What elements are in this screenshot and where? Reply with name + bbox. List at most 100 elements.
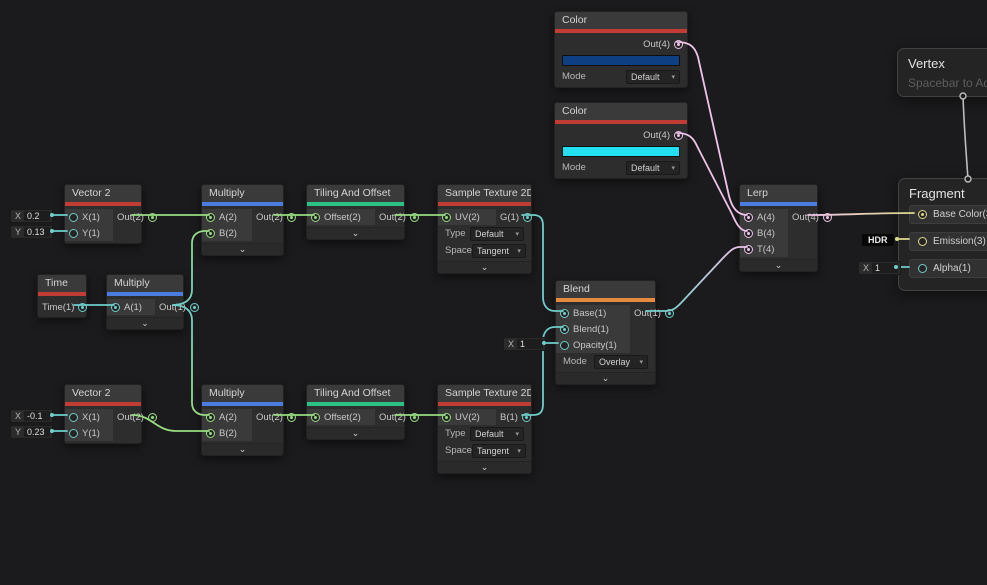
- preview-collapse-chevron[interactable]: ⌄: [740, 259, 817, 271]
- port-row: A(4) Out(4): [740, 209, 832, 225]
- input-port-emission-3[interactable]: [918, 237, 927, 246]
- dropdown-space[interactable]: Tangent ▾: [471, 443, 526, 458]
- preview-collapse-chevron[interactable]: ⌄: [438, 261, 531, 273]
- block-vertex[interactable]: Vertex Spacebar to Add: [897, 48, 987, 97]
- control-row: Mode Default ▾: [555, 159, 687, 176]
- port-connection-dot: [289, 215, 293, 219]
- block-port-base-color-3[interactable]: Base Color(3): [909, 205, 987, 224]
- output-port-out-2[interactable]: [147, 212, 157, 222]
- block-port-emission-3[interactable]: Emission(3): [909, 232, 987, 251]
- y-input-vector2-bottom[interactable]: Y 0.23: [10, 425, 54, 439]
- input-port-offset-2[interactable]: [311, 212, 320, 222]
- node-lerp[interactable]: Lerp A(4) Out(4) B(4) T(4) ⌄: [739, 184, 832, 272]
- preview-collapse-chevron[interactable]: ⌄: [202, 443, 283, 455]
- input-cell: Offset(2): [307, 409, 375, 425]
- control-label: Mode: [563, 356, 587, 367]
- port-label: Time(1): [42, 301, 75, 313]
- node-multiply-top[interactable]: Multiply A(2) Out(2) B(2) ⌄: [201, 184, 296, 256]
- port-row: B(2): [202, 225, 283, 241]
- port-label: X(1): [82, 211, 100, 223]
- input-cell: T(4): [740, 241, 788, 257]
- port-row: Offset(2) Out(2): [307, 409, 419, 425]
- node-vector2-bottom[interactable]: Vector 2 X(1) Out(2) Y(1): [64, 384, 157, 444]
- input-port-uv-2[interactable]: [442, 412, 451, 422]
- connector-dot: [50, 229, 54, 233]
- port-label: Y(1): [82, 227, 100, 239]
- node-tiling-and-offset-bottom[interactable]: Tiling And Offset Offset(2) Out(2) ⌄: [306, 384, 419, 440]
- output-port-out-2[interactable]: [409, 412, 419, 422]
- input-port-b-2[interactable]: [206, 428, 215, 438]
- x-input-vector2-top[interactable]: X 0.2: [10, 209, 54, 223]
- port-row: X(1) Out(2): [65, 209, 157, 225]
- port-connection-dot: [747, 247, 750, 251]
- preview-collapse-chevron[interactable]: ⌄: [438, 461, 531, 473]
- node-sample-texture-2d-bottom[interactable]: Sample Texture 2D UV(2) B(1) Type Default ▾ Sp…: [437, 384, 532, 474]
- block-port-label: Base Color(3): [933, 209, 987, 220]
- output-port-out-2[interactable]: [286, 412, 296, 422]
- preview-collapse-chevron[interactable]: ⌄: [107, 317, 183, 329]
- preview-collapse-chevron[interactable]: ⌄: [556, 372, 655, 384]
- field-label: Y: [15, 227, 22, 237]
- connector-dot: [542, 341, 546, 345]
- output-port-out-2[interactable]: [409, 212, 419, 222]
- port-row: Opacity(1): [556, 337, 655, 353]
- input-port-a-1[interactable]: [111, 302, 120, 312]
- input-cell: B(2): [202, 425, 252, 441]
- field-value[interactable]: 0.23: [24, 427, 51, 437]
- input-port-x-1[interactable]: [69, 212, 78, 222]
- preview-collapse-chevron[interactable]: ⌄: [202, 243, 283, 255]
- connector-dot: [895, 237, 899, 241]
- dropdown-type[interactable]: Default ▾: [470, 426, 524, 441]
- input-port-base-color-3[interactable]: [918, 210, 927, 219]
- preview-collapse-chevron[interactable]: ⌄: [307, 227, 404, 239]
- port-label: X(1): [82, 411, 100, 423]
- block-fragment[interactable]: Fragment Base Color(3) Emission(3) Alpha(1): [898, 178, 987, 291]
- node-vector2-top[interactable]: Vector 2 X(1) Out(2) Y(1): [64, 184, 157, 244]
- dropdown-value: Tangent: [476, 445, 509, 456]
- field-value[interactable]: 0.2: [24, 211, 51, 221]
- node-body: X(1) Out(2) Y(1): [65, 406, 157, 443]
- port-label: G(1): [500, 211, 519, 223]
- port-label: B(1): [500, 411, 518, 423]
- input-port-alpha-1[interactable]: [918, 264, 927, 273]
- input-port-offset-2[interactable]: [311, 412, 320, 422]
- field-value[interactable]: 1: [872, 263, 899, 273]
- field-value[interactable]: -0.1: [24, 411, 51, 421]
- preview-collapse-chevron[interactable]: ⌄: [307, 427, 404, 439]
- field-value[interactable]: 1: [517, 339, 544, 349]
- y-input-vector2-top[interactable]: Y 0.13: [10, 225, 54, 239]
- chevron-down-icon: ▾: [517, 247, 521, 255]
- input-port-b-4[interactable]: [744, 228, 753, 238]
- output-port-time-1[interactable]: [78, 302, 88, 312]
- port-row: Offset(2) Out(2): [307, 209, 419, 225]
- input-port-a-2[interactable]: [206, 212, 215, 222]
- input-port-y-1[interactable]: [69, 228, 78, 238]
- input-port-uv-2[interactable]: [442, 212, 451, 222]
- output-port-out-2[interactable]: [286, 212, 296, 222]
- input-port-y-1[interactable]: [69, 428, 78, 438]
- dropdown-mode[interactable]: Overlay ▾: [594, 354, 648, 369]
- field-label: X: [508, 339, 515, 349]
- port-connection-dot: [747, 231, 750, 235]
- node-title: Time: [38, 275, 86, 292]
- port-label: Out(4): [643, 129, 670, 141]
- port-label: A(1): [124, 301, 142, 313]
- block-title: Vertex: [908, 56, 945, 71]
- input-port-base-1[interactable]: [560, 308, 569, 318]
- input-port-x-1[interactable]: [69, 412, 78, 422]
- hdr-input-emission[interactable]: HDR: [861, 233, 895, 247]
- control-label: Type: [445, 428, 466, 439]
- x-input-vector2-bottom[interactable]: X -0.1: [10, 409, 54, 423]
- node-tiling-and-offset-top[interactable]: Tiling And Offset Offset(2) Out(2) ⌄: [306, 184, 419, 240]
- category-strip: [555, 29, 687, 33]
- block-port-alpha-1[interactable]: Alpha(1): [909, 259, 987, 278]
- node-blend[interactable]: Blend Base(1) Out(1) Blend(1) Opacity(1) Mode…: [555, 280, 674, 385]
- field-value[interactable]: 0.13: [24, 227, 51, 237]
- node-color-1[interactable]: Color Out(4) Mode Default ▾: [554, 11, 688, 88]
- node-time[interactable]: Time Time(1): [37, 274, 88, 318]
- chevron-down-icon: ▾: [671, 164, 675, 172]
- dropdown-value: Overlay: [599, 356, 631, 367]
